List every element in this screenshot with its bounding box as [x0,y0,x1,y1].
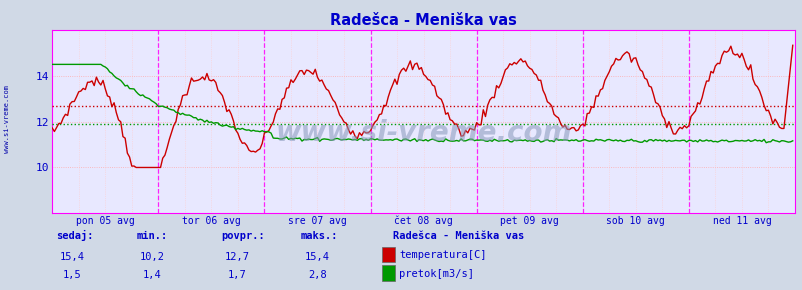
Text: Radešca - Meniška vas: Radešca - Meniška vas [393,231,524,241]
Title: Radešca - Meniška vas: Radešca - Meniška vas [330,13,516,28]
Text: min.:: min.: [136,231,168,241]
Text: www.si-vreme.com: www.si-vreme.com [4,85,10,153]
Text: povpr.:: povpr.: [221,231,264,241]
Text: 15,4: 15,4 [59,251,85,262]
Text: temperatura[C]: temperatura[C] [399,250,486,260]
Text: 15,4: 15,4 [304,251,330,262]
Text: 12,7: 12,7 [224,251,249,262]
Text: sedaj:: sedaj: [56,230,94,241]
Text: 2,8: 2,8 [307,270,326,280]
Text: 10,2: 10,2 [140,251,165,262]
Text: 1,5: 1,5 [63,270,82,280]
Text: pretok[m3/s]: pretok[m3/s] [399,269,473,279]
Text: 1,7: 1,7 [227,270,246,280]
Text: 1,4: 1,4 [143,270,162,280]
Text: maks.:: maks.: [301,231,338,241]
Text: www.si-vreme.com: www.si-vreme.com [275,119,571,147]
